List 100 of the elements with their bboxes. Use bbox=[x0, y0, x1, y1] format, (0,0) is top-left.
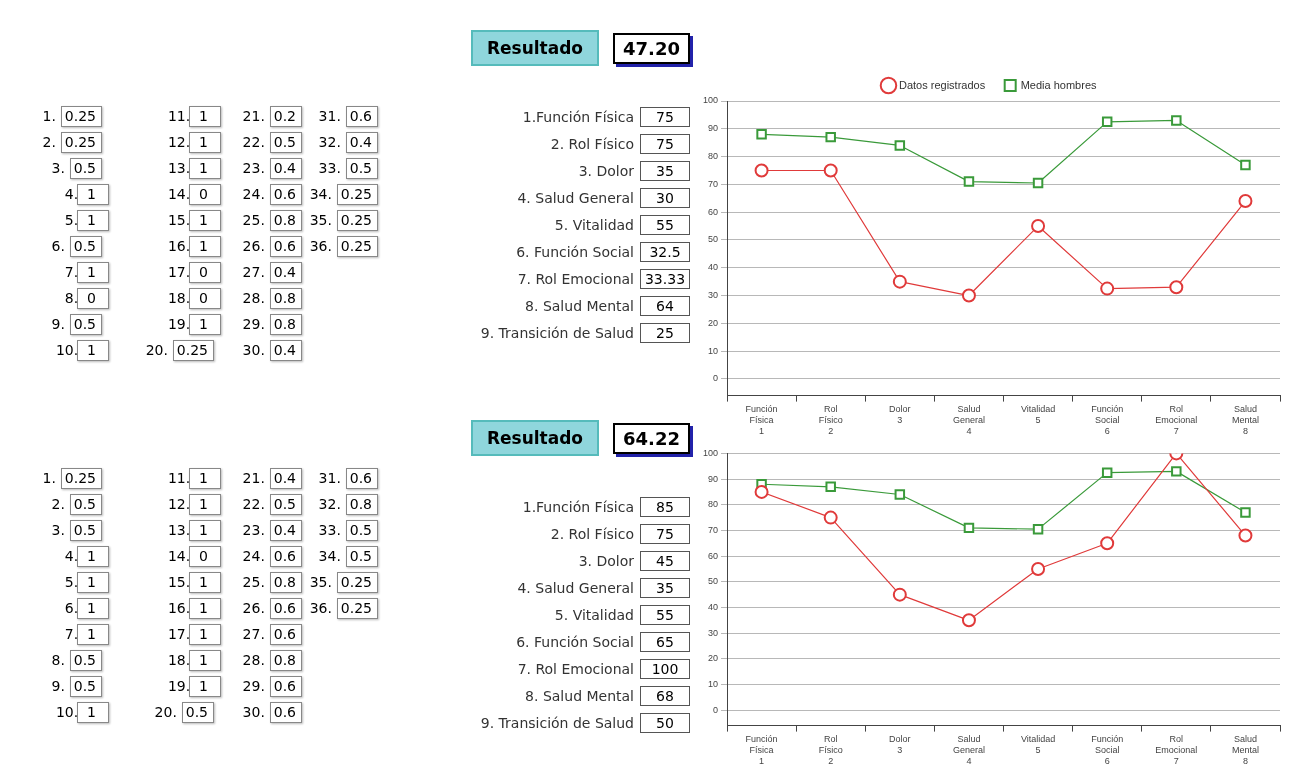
text: 21. 0.4 bbox=[241, 470, 296, 486]
y-tick-label: 0 bbox=[713, 704, 719, 715]
x-tick-label: Salud General 4 bbox=[952, 404, 985, 437]
text: 6. 0.5 bbox=[50, 238, 96, 254]
x-tick-label: Función Social 6 bbox=[1091, 734, 1124, 767]
y-tick-label: 10 bbox=[708, 345, 719, 356]
text: 100 bbox=[640, 659, 690, 679]
text: 35. 0.25 bbox=[309, 212, 372, 228]
point bbox=[1031, 219, 1046, 234]
text: 6. 1 bbox=[63, 600, 96, 616]
point bbox=[892, 587, 907, 602]
point bbox=[961, 288, 976, 303]
y-tick-label: 0 bbox=[713, 373, 719, 384]
point bbox=[756, 129, 767, 140]
text: 20. 0.5 bbox=[153, 704, 208, 720]
text: 15. 1 bbox=[166, 212, 208, 228]
y-tick-label: 40 bbox=[708, 262, 719, 273]
text: 33.33 bbox=[640, 269, 690, 289]
text: 2. Rol Físico bbox=[550, 136, 634, 152]
text: 8. 0 bbox=[63, 290, 96, 306]
text: 11. 1 bbox=[166, 470, 208, 486]
text: 23. 0.4 bbox=[241, 160, 296, 176]
text: 5. 1 bbox=[63, 212, 96, 228]
point bbox=[754, 163, 769, 178]
text: Resultado bbox=[470, 30, 600, 66]
text: 55 bbox=[640, 215, 690, 235]
text: 18. 0 bbox=[166, 290, 208, 306]
y-tick-label: 30 bbox=[708, 627, 719, 638]
text: 3. 0.5 bbox=[50, 522, 96, 538]
text: 23. 0.4 bbox=[241, 522, 296, 538]
text: 10. 1 bbox=[54, 704, 96, 720]
point bbox=[823, 510, 838, 525]
text: 2. Rol Físico bbox=[550, 526, 634, 542]
y-tick-label: 80 bbox=[708, 499, 719, 510]
text: 11. 1 bbox=[166, 108, 208, 124]
text: 33. 0.5 bbox=[318, 160, 372, 176]
y-tick-label: 100 bbox=[702, 447, 719, 458]
legend-label: Datos registrados bbox=[898, 78, 986, 91]
x-tick-label: Función Física 1 bbox=[745, 734, 778, 767]
text: 1.Función Física bbox=[522, 109, 634, 125]
text: 36. 0.25 bbox=[309, 238, 372, 254]
point bbox=[1171, 466, 1182, 477]
point bbox=[1032, 523, 1044, 535]
text: 65 bbox=[640, 632, 690, 652]
text: 7. 1 bbox=[63, 626, 96, 642]
text: 5. Vitalidad bbox=[554, 217, 634, 233]
text: 14. 0 bbox=[166, 548, 208, 564]
text: 55 bbox=[640, 605, 690, 625]
text: Resultado bbox=[470, 420, 600, 456]
text: 7. Rol Emocional bbox=[517, 661, 634, 677]
y-tick-label: 40 bbox=[708, 601, 719, 612]
point bbox=[1238, 194, 1253, 209]
text: 36. 0.25 bbox=[309, 600, 372, 616]
point bbox=[1032, 177, 1044, 189]
text: 8. Salud Mental bbox=[525, 298, 634, 314]
point bbox=[825, 131, 836, 143]
text: 3. Dolor bbox=[578, 163, 634, 179]
point bbox=[1240, 507, 1251, 518]
text: 45 bbox=[640, 551, 690, 571]
point bbox=[963, 176, 975, 187]
text: 17. 0 bbox=[166, 264, 208, 280]
text: 18. 1 bbox=[166, 652, 208, 668]
text: 26. 0.6 bbox=[241, 600, 296, 616]
text: 32.5 bbox=[640, 242, 690, 262]
text: 2. 0.25 bbox=[41, 134, 96, 150]
text: 30. 0.4 bbox=[241, 342, 296, 358]
text: 20. 0.25 bbox=[144, 342, 208, 358]
text: 15. 1 bbox=[166, 574, 208, 590]
y-tick-label: 100 bbox=[702, 95, 719, 106]
text: 25. 0.8 bbox=[241, 574, 296, 590]
x-tick-label: Rol Físico 2 bbox=[818, 404, 843, 437]
text: 24. 0.6 bbox=[241, 186, 296, 202]
x-tick-label: Salud Mental 8 bbox=[1231, 404, 1259, 437]
text: 13. 1 bbox=[166, 522, 208, 538]
legend-label: Media hombres bbox=[1020, 78, 1098, 91]
text: 50 bbox=[640, 713, 690, 733]
text: 64 bbox=[640, 296, 690, 316]
x-tick-label: Salud General 4 bbox=[952, 734, 985, 767]
text: 75 bbox=[640, 107, 690, 127]
point bbox=[1240, 159, 1251, 171]
text: 47.20 bbox=[613, 32, 690, 64]
text: 19. 1 bbox=[166, 678, 208, 694]
text: 5. Vitalidad bbox=[554, 607, 634, 623]
text: 29. 0.6 bbox=[241, 678, 296, 694]
text: 35. 0.25 bbox=[309, 574, 372, 590]
point bbox=[1171, 115, 1182, 126]
text: 5. 1 bbox=[63, 574, 96, 590]
point bbox=[1100, 536, 1115, 551]
text: 1. 0.25 bbox=[41, 108, 96, 124]
text: 12. 1 bbox=[166, 134, 208, 150]
y-tick-label: 30 bbox=[708, 290, 719, 301]
point bbox=[963, 522, 975, 534]
text: 32. 0.8 bbox=[318, 496, 372, 512]
text: 75 bbox=[640, 524, 690, 544]
text: 31. 0.6 bbox=[318, 108, 372, 124]
y-tick-label: 20 bbox=[708, 317, 719, 328]
text: 10. 1 bbox=[54, 342, 96, 358]
x-tick-label: Dolor 3 bbox=[889, 734, 911, 756]
text: 8. Salud Mental bbox=[525, 688, 634, 704]
text: 22. 0.5 bbox=[241, 134, 296, 150]
